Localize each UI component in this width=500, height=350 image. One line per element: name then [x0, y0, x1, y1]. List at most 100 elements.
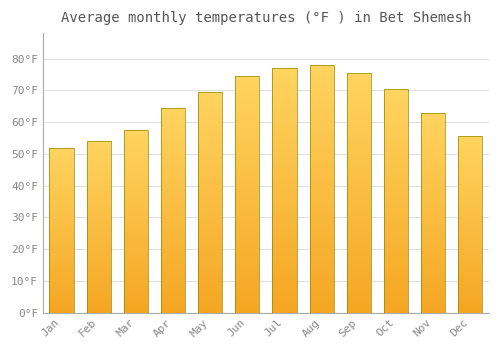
Bar: [347, 260, 371, 262]
Bar: [124, 234, 148, 236]
Bar: [124, 130, 148, 313]
Bar: [347, 245, 371, 248]
Bar: [50, 301, 74, 303]
Bar: [161, 155, 185, 157]
Bar: [310, 310, 334, 313]
Bar: [384, 145, 408, 147]
Bar: [458, 293, 482, 295]
Bar: [458, 136, 482, 313]
Bar: [310, 189, 334, 191]
Bar: [50, 243, 74, 245]
Bar: [198, 220, 222, 222]
Bar: [198, 116, 222, 118]
Bar: [347, 131, 371, 133]
Bar: [236, 244, 260, 246]
Bar: [384, 172, 408, 174]
Bar: [310, 261, 334, 263]
Bar: [272, 173, 296, 176]
Bar: [86, 302, 111, 304]
Bar: [50, 148, 74, 149]
Bar: [458, 304, 482, 306]
Bar: [198, 96, 222, 99]
Bar: [272, 310, 296, 313]
Bar: [310, 293, 334, 295]
Bar: [50, 308, 74, 309]
Bar: [236, 306, 260, 308]
Bar: [161, 247, 185, 249]
Bar: [272, 200, 296, 203]
Bar: [272, 161, 296, 163]
Bar: [86, 253, 111, 254]
Bar: [161, 143, 185, 145]
Bar: [347, 303, 371, 306]
Bar: [161, 108, 185, 313]
Bar: [161, 188, 185, 190]
Bar: [86, 266, 111, 268]
Bar: [310, 137, 334, 139]
Bar: [347, 80, 371, 83]
Bar: [50, 190, 74, 192]
Bar: [458, 307, 482, 309]
Bar: [347, 166, 371, 169]
Bar: [161, 282, 185, 284]
Bar: [458, 170, 482, 172]
Bar: [124, 249, 148, 251]
Bar: [310, 144, 334, 147]
Bar: [236, 239, 260, 241]
Bar: [124, 245, 148, 247]
Bar: [198, 185, 222, 187]
Bar: [161, 298, 185, 300]
Bar: [272, 257, 296, 259]
Bar: [236, 168, 260, 171]
Bar: [236, 81, 260, 83]
Bar: [50, 247, 74, 248]
Bar: [384, 290, 408, 293]
Bar: [421, 299, 445, 301]
Bar: [161, 266, 185, 268]
Bar: [50, 235, 74, 237]
Bar: [50, 220, 74, 222]
Bar: [198, 251, 222, 253]
Bar: [236, 303, 260, 306]
Bar: [236, 88, 260, 90]
Bar: [310, 110, 334, 112]
Bar: [236, 154, 260, 156]
Bar: [124, 221, 148, 223]
Bar: [124, 135, 148, 137]
Bar: [421, 127, 445, 128]
Bar: [124, 150, 148, 152]
Bar: [124, 189, 148, 190]
Bar: [236, 204, 260, 206]
Bar: [50, 233, 74, 235]
Bar: [458, 147, 482, 149]
Bar: [347, 200, 371, 202]
Bar: [347, 274, 371, 277]
Bar: [236, 265, 260, 268]
Bar: [236, 187, 260, 190]
Bar: [198, 160, 222, 163]
Bar: [236, 211, 260, 213]
Bar: [458, 265, 482, 267]
Bar: [458, 279, 482, 281]
Bar: [161, 284, 185, 286]
Bar: [310, 95, 334, 97]
Bar: [347, 133, 371, 135]
Bar: [236, 97, 260, 100]
Bar: [124, 192, 148, 194]
Bar: [310, 263, 334, 266]
Bar: [198, 176, 222, 178]
Bar: [86, 275, 111, 276]
Bar: [384, 259, 408, 261]
Bar: [310, 100, 334, 102]
Bar: [50, 265, 74, 266]
Bar: [421, 217, 445, 219]
Bar: [236, 310, 260, 313]
Bar: [272, 249, 296, 252]
Bar: [384, 239, 408, 241]
Bar: [458, 268, 482, 270]
Bar: [272, 127, 296, 129]
Bar: [86, 217, 111, 218]
Bar: [236, 114, 260, 116]
Bar: [198, 264, 222, 266]
Bar: [310, 179, 334, 181]
